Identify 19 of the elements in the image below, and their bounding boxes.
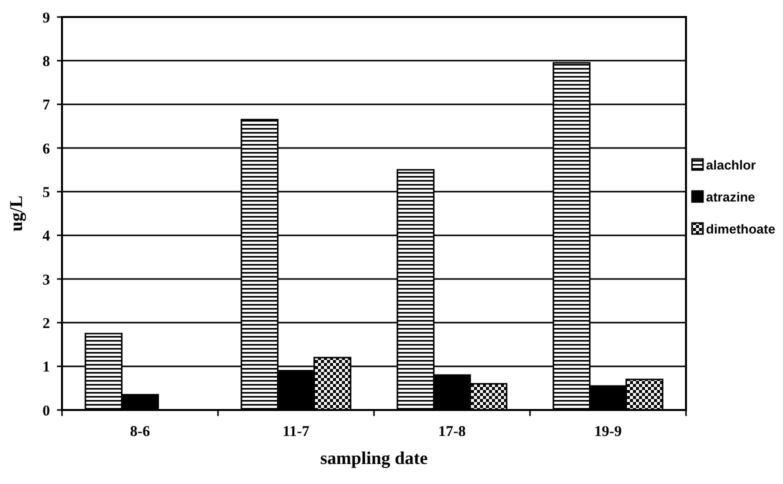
y-tick-label: 3 — [42, 272, 50, 288]
y-tick-label: 5 — [42, 184, 50, 201]
y-tick-label: 6 — [42, 141, 50, 158]
legend-label: dimethoate — [706, 222, 776, 237]
x-tick-label: 11-7 — [282, 424, 310, 440]
legend-label: alachlor — [706, 158, 756, 173]
x-tick-label: 19-9 — [594, 424, 622, 440]
x-tick-label: 8-6 — [130, 424, 150, 440]
y-tick-label: 7 — [42, 98, 50, 114]
y-tick-label: 4 — [42, 228, 50, 245]
y-tick-label: 1 — [42, 360, 50, 376]
y-tick-label: 2 — [42, 316, 50, 332]
x-axis-title: sampling date — [320, 448, 428, 468]
y-axis-title: ug/L — [6, 195, 26, 232]
x-tick-label: 17-8 — [438, 424, 466, 440]
y-tick-label: 8 — [42, 54, 50, 70]
y-tick-label: 9 — [42, 10, 50, 26]
y-tick-label: 0 — [42, 403, 50, 420]
legend-label: atrazine — [706, 190, 756, 205]
